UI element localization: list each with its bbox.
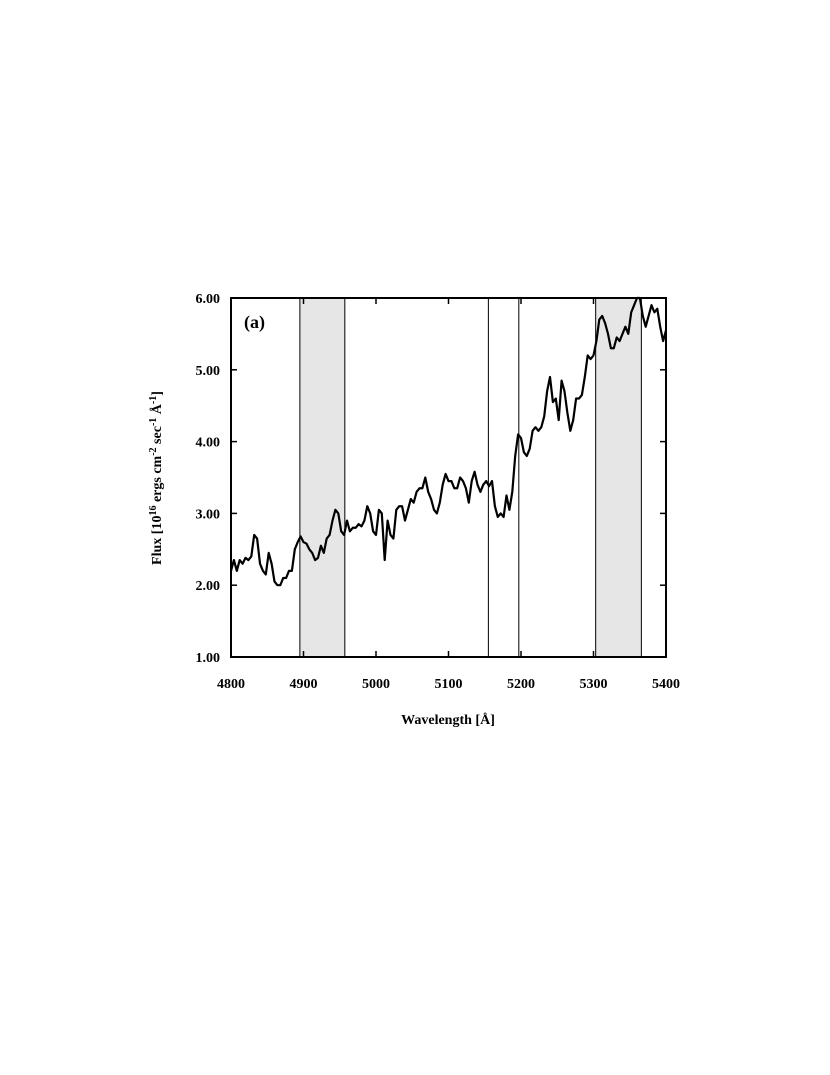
shaded-region: [299, 297, 346, 658]
y-tick-label: 6.00: [196, 292, 221, 307]
y-tick-label: 5.00: [196, 364, 221, 379]
shaded-region: [595, 297, 642, 658]
y-tick-label: 4.00: [196, 436, 221, 451]
y-axis-label-part: Flux [10: [150, 516, 165, 565]
y-axis-label-part: ergs cm: [150, 455, 165, 505]
x-tick-label: 5000: [362, 677, 390, 692]
y-axis-label-part: -2: [148, 447, 159, 455]
x-tick-label: 5400: [652, 677, 680, 692]
annotation: (a): [244, 312, 265, 333]
y-axis-label-part: sec: [150, 426, 165, 447]
y-axis-label-part: Å: [149, 403, 165, 418]
y-axis-label-part: -1: [148, 418, 159, 426]
y-tick-label: 2.00: [196, 579, 221, 594]
x-tick-label: 5300: [580, 677, 608, 692]
data-line: [229, 296, 668, 587]
x-axis-label: Wavelength [Å]: [401, 712, 495, 728]
x-tick-label: 5100: [435, 677, 463, 692]
y-axis-label-part: ]: [150, 391, 165, 396]
x-tick-label: 5200: [507, 677, 535, 692]
y-tick-label: 3.00: [196, 507, 221, 522]
y-axis-label-part: 16: [148, 506, 159, 516]
y-tick-label: 1.00: [196, 651, 221, 666]
y-axis-label-part: -1: [148, 396, 159, 404]
x-tick-label: 4800: [217, 677, 245, 692]
y-axis-label: Flux [1016 ergs cm-2 sec-1 Å-1]: [148, 391, 166, 565]
x-tick-label: 4900: [290, 677, 318, 692]
